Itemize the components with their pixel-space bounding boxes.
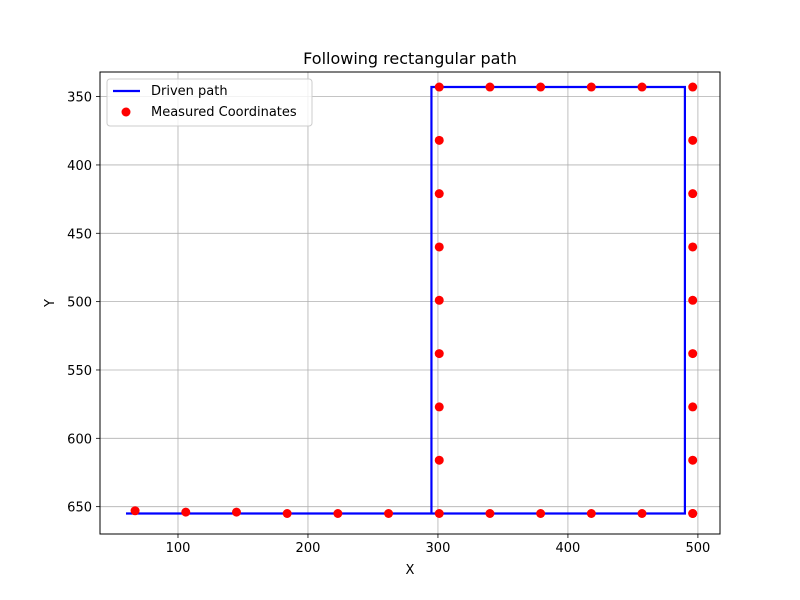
- measured-coordinate-point: [282, 508, 292, 518]
- axis-ticks: 100 200 300 400 500 350 400 450 500 550 600 650: [67, 91, 710, 556]
- measured-coordinate-point: [688, 189, 698, 199]
- x-tick-label: 500: [685, 541, 710, 556]
- x-axis-label: X: [406, 563, 415, 578]
- measured-coordinate-point: [688, 402, 698, 412]
- measured-coordinate-point: [586, 82, 596, 92]
- y-tick-label: 600: [67, 432, 92, 447]
- measured-coordinate-point: [181, 507, 191, 517]
- y-tick-label: 450: [67, 227, 92, 242]
- measured-coordinate-point: [586, 508, 596, 518]
- x-tick-label: 400: [556, 541, 581, 556]
- measured-coordinate-point: [688, 295, 698, 305]
- x-tick-label: 300: [426, 541, 451, 556]
- measured-coordinate-point: [231, 507, 241, 517]
- legend-label-measured-coordinates: Measured Coordinates: [151, 105, 297, 120]
- measured-coordinate-point: [434, 349, 444, 359]
- measured-coordinate-point: [688, 82, 698, 92]
- measured-coordinate-point: [130, 506, 140, 516]
- measured-coordinate-point: [434, 242, 444, 252]
- measured-coordinate-point: [637, 508, 647, 518]
- measured-coordinate-point: [688, 508, 698, 518]
- measured-coordinate-point: [688, 349, 698, 359]
- y-tick-label: 500: [67, 296, 92, 311]
- measured-coordinate-point: [434, 402, 444, 412]
- axes-frame: [99, 71, 721, 535]
- chart-title: Following rectangular path: [303, 49, 517, 68]
- x-tick-label: 200: [296, 541, 321, 556]
- measured-coordinate-point: [536, 82, 546, 92]
- measured-coordinate-point: [434, 508, 444, 518]
- measured-coordinate-point: [637, 82, 647, 92]
- measured-coordinate-point: [333, 508, 343, 518]
- measured-coordinate-point: [434, 295, 444, 305]
- x-tick-label: 100: [166, 541, 191, 556]
- measured-coordinate-point: [688, 242, 698, 252]
- measured-coordinate-point: [434, 189, 444, 199]
- measured-coordinate-point: [434, 135, 444, 145]
- legend-label-driven-path: Driven path: [151, 84, 228, 99]
- y-tick-label: 650: [67, 501, 92, 516]
- measured-coordinate-point: [384, 508, 394, 518]
- y-tick-label: 400: [67, 159, 92, 174]
- measured-coordinate-point: [434, 82, 444, 92]
- legend-marker-swatch: [121, 107, 131, 117]
- measured-coordinate-point: [434, 455, 444, 465]
- measured-coordinate-point: [688, 455, 698, 465]
- y-tick-label: 350: [67, 91, 92, 106]
- measured-coordinate-point: [485, 508, 495, 518]
- legend: Driven path Measured Coordinates: [106, 78, 313, 127]
- plot-data: [125, 82, 698, 518]
- measured-coordinate-point: [536, 508, 546, 518]
- legend-box: [106, 78, 313, 127]
- y-tick-label: 550: [67, 364, 92, 379]
- y-axis-label: Y: [43, 299, 58, 308]
- measured-coordinate-point: [485, 82, 495, 92]
- measured-coordinate-point: [688, 135, 698, 145]
